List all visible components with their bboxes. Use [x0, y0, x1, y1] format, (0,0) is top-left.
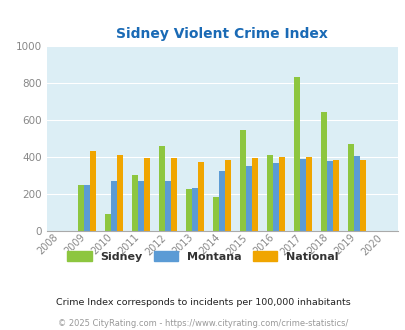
Bar	[321, 112, 326, 231]
Bar	[165, 181, 171, 231]
Bar	[138, 182, 144, 231]
Bar	[159, 146, 165, 231]
Bar	[326, 161, 333, 231]
Bar	[246, 166, 252, 231]
Bar	[105, 214, 111, 231]
Bar	[198, 162, 204, 231]
Bar	[225, 160, 230, 231]
Title: Sidney Violent Crime Index: Sidney Violent Crime Index	[116, 27, 327, 41]
Bar	[192, 187, 198, 231]
Bar	[273, 163, 279, 231]
Bar	[252, 158, 258, 231]
Bar	[267, 155, 273, 231]
Text: © 2025 CityRating.com - https://www.cityrating.com/crime-statistics/: © 2025 CityRating.com - https://www.city…	[58, 319, 347, 328]
Bar	[213, 197, 219, 231]
Bar	[78, 185, 84, 231]
Bar	[360, 160, 365, 231]
Bar	[117, 155, 123, 231]
Bar	[219, 171, 225, 231]
Bar	[305, 157, 311, 231]
Bar	[84, 185, 90, 231]
Bar	[111, 181, 117, 231]
Bar	[300, 159, 305, 231]
Bar	[171, 158, 177, 231]
Bar	[333, 160, 339, 231]
Bar	[279, 156, 285, 231]
Bar	[347, 144, 354, 231]
Bar	[144, 158, 150, 231]
Legend: Sidney, Montana, National: Sidney, Montana, National	[63, 247, 342, 267]
Bar	[294, 77, 300, 231]
Text: Crime Index corresponds to incidents per 100,000 inhabitants: Crime Index corresponds to incidents per…	[55, 298, 350, 307]
Bar	[90, 151, 96, 231]
Bar	[354, 156, 360, 231]
Bar	[132, 175, 138, 231]
Bar	[186, 189, 192, 231]
Bar	[240, 130, 246, 231]
